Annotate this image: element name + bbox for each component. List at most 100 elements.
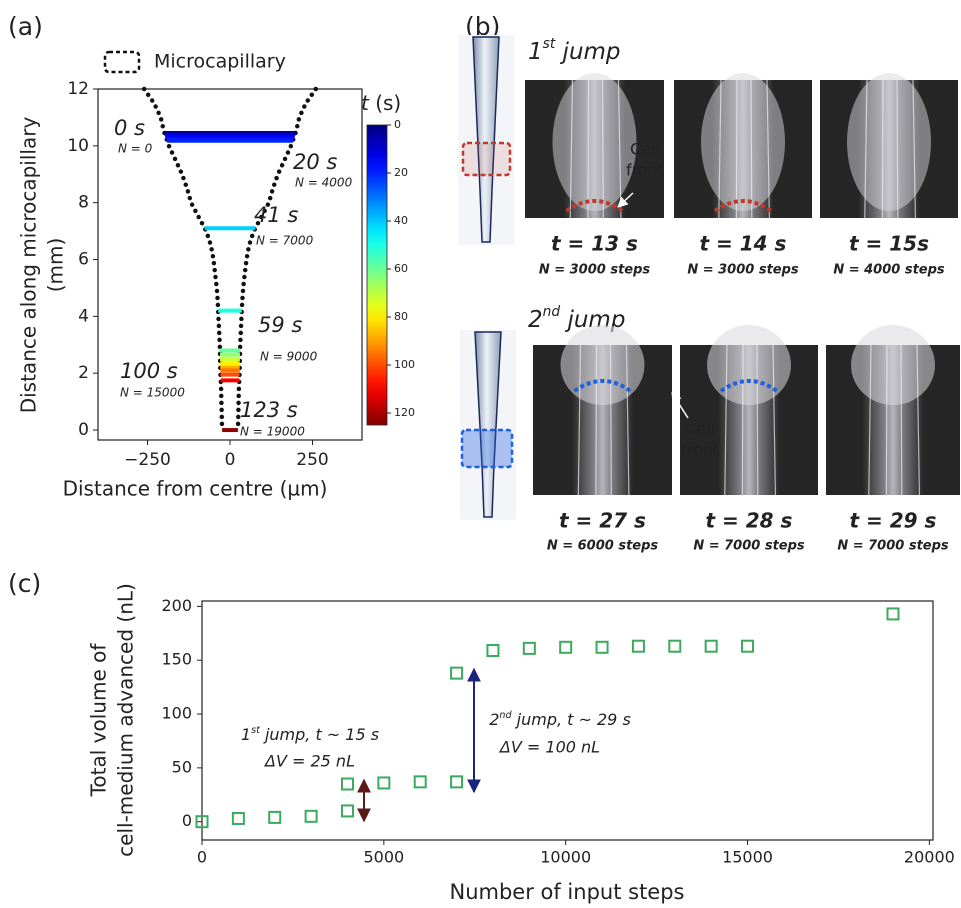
- data-point: [450, 666, 464, 680]
- time-label: 0 s: [114, 116, 145, 140]
- colorbar-tick-label: 120: [394, 406, 415, 419]
- micrograph-streak: [609, 344, 612, 496]
- micrograph-streak: [577, 344, 582, 496]
- steps-label: N = 15000: [120, 386, 185, 400]
- y-tick-label: 12: [67, 79, 89, 99]
- micrograph-cells: [560, 325, 645, 405]
- jump-annotation-text: jump, t ~ 15 s: [260, 725, 379, 744]
- region-box: [461, 141, 512, 177]
- cell-front-label: front: [681, 441, 719, 460]
- x-tick-label: 0: [225, 450, 236, 470]
- micrograph-cells: [552, 73, 637, 212]
- y-axis-label: (mm): [44, 238, 68, 293]
- micrograph-streak: [756, 344, 759, 496]
- y-tick-label: 4: [78, 306, 89, 326]
- plot-frame: [201, 600, 934, 841]
- micrograph-cells: [701, 73, 785, 212]
- frame-steps: N = 3000 steps: [687, 263, 799, 278]
- micrograph-streak: [766, 79, 770, 219]
- time-label: 100 s: [120, 359, 178, 383]
- data-point: [595, 640, 609, 654]
- micrograph-cells: [707, 325, 791, 405]
- time-label: 123 s: [240, 398, 298, 422]
- y-axis-label: Total volume of: [87, 643, 111, 798]
- jump-annotation-ordinal: 2: [489, 710, 499, 729]
- x-tick-label: 5000: [363, 848, 404, 867]
- jump-annotation-suffix: st: [251, 725, 261, 736]
- frame-steps: N = 7000 steps: [693, 539, 805, 554]
- x-tick-label: 0: [197, 848, 207, 867]
- capillary-schematic: [472, 36, 500, 243]
- cell-front-arrow: [617, 192, 634, 208]
- colorbar: [366, 124, 388, 426]
- data-point: [450, 775, 464, 789]
- data-point: [559, 640, 573, 654]
- cell-front-label: front: [626, 161, 664, 180]
- colorbar-tick-label: 0: [394, 118, 401, 131]
- data-point: [668, 639, 682, 653]
- colorbar-title-symbol: t: [361, 91, 370, 115]
- capillary-outline: [235, 86, 319, 433]
- micrograph-streak: [601, 79, 604, 219]
- capillary-schematic: [474, 331, 502, 518]
- colorbar-tick-label: 80: [394, 310, 408, 323]
- jump-annotation: 2nd jump, t ~ 29 s: [489, 710, 631, 729]
- data-point: [741, 639, 755, 653]
- micrograph-streak: [885, 344, 888, 496]
- cell-front-marker: [719, 379, 779, 393]
- cell-front-marker: [573, 379, 632, 393]
- micrograph-streak: [750, 79, 753, 219]
- data-point: [195, 815, 209, 829]
- micrograph-streak: [569, 79, 574, 219]
- y-axis-label: cell-medium advanced (nL): [114, 583, 138, 857]
- cell-front-arrow: [671, 392, 689, 419]
- data-point: [886, 607, 900, 621]
- row-heading-text: jump: [555, 39, 620, 65]
- jump-annotation-ordinal: 1: [241, 725, 251, 744]
- cell-front-label: Cell: [630, 140, 660, 159]
- y-tick-label: 100: [161, 704, 192, 723]
- frame-time: t = 27 s: [559, 509, 646, 533]
- colorbar-tick-label: 20: [394, 166, 408, 179]
- delta-annotation: ΔV = 100 nL: [498, 738, 600, 757]
- y-tick-label: 6: [78, 250, 89, 270]
- micrograph-streak: [735, 79, 738, 219]
- micrograph-streak: [864, 79, 868, 219]
- data-point: [377, 776, 391, 790]
- data-point: [522, 641, 536, 655]
- row-heading-suffix: nd: [543, 304, 561, 320]
- region-box: [460, 428, 514, 469]
- jump-annotation-suffix: nd: [499, 710, 512, 721]
- micrograph-streak: [881, 79, 884, 219]
- steps-label: N = 7000: [256, 234, 314, 248]
- cell-front-marker: [565, 199, 624, 213]
- steps-label: N = 19000: [240, 425, 305, 439]
- micrograph-cells: [847, 73, 931, 212]
- data-point: [268, 810, 282, 824]
- micrograph-cells: [851, 325, 935, 405]
- data-point: [413, 775, 427, 789]
- frame-steps: N = 7000 steps: [837, 539, 949, 554]
- capillary-outline: [141, 86, 225, 433]
- colorbar-tick-label: 40: [394, 214, 408, 227]
- micrograph-streak: [625, 344, 630, 496]
- jump-annotation-text: jump, t ~ 29 s: [512, 710, 631, 729]
- x-tick-label: 20000: [904, 848, 955, 867]
- micrograph-streak: [718, 79, 722, 219]
- frame-time: t = 28 s: [706, 509, 793, 533]
- micrograph-streak: [724, 344, 728, 496]
- delta-annotation: ΔV = 25 nL: [263, 752, 355, 771]
- micrograph-streak: [912, 79, 916, 219]
- row-heading-ordinal: 1: [528, 39, 543, 65]
- x-tick-label: −250: [124, 450, 171, 470]
- frame-time: t = 13 s: [551, 232, 638, 256]
- y-tick-label: 150: [161, 650, 192, 669]
- frame-steps: N = 3000 steps: [539, 263, 651, 278]
- row-heading-suffix: st: [543, 36, 556, 52]
- data-point: [340, 777, 354, 791]
- frame-time: t = 14 s: [700, 232, 787, 256]
- steps-label: N = 0: [118, 142, 153, 156]
- time-label: 20 s: [293, 150, 337, 174]
- y-axis-label: Distance along microcapillary: [17, 117, 41, 414]
